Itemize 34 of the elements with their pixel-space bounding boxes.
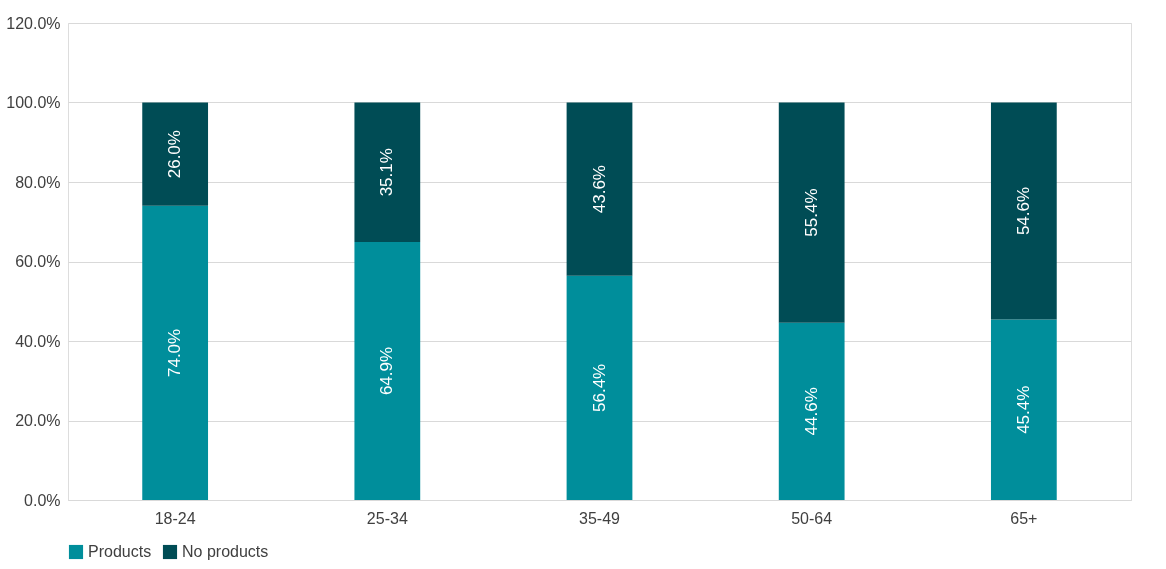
data-label: 74.0% xyxy=(165,328,185,378)
data-label: 43.6% xyxy=(589,165,609,214)
x-tick-label: 25-34 xyxy=(366,509,408,527)
legend-label: No products xyxy=(182,543,269,560)
data-label: 45.4% xyxy=(1013,385,1033,434)
y-tick-label: 20.0% xyxy=(15,412,61,429)
x-tick-label: 35-49 xyxy=(579,509,621,527)
bar xyxy=(142,102,209,206)
bar xyxy=(566,102,633,276)
data-label: 54.6% xyxy=(1013,186,1033,236)
bar xyxy=(990,102,1057,320)
data-label: 55.4% xyxy=(801,188,821,237)
data-label: 56.4% xyxy=(589,363,609,413)
legend-label: Products xyxy=(88,543,152,560)
y-tick-label: 80.0% xyxy=(15,173,61,191)
bar xyxy=(566,275,633,500)
bar xyxy=(778,322,845,500)
bar xyxy=(142,205,209,500)
y-tick-label: 0.0% xyxy=(24,491,61,509)
data-label: 26.0% xyxy=(165,130,185,179)
bar xyxy=(354,242,421,500)
bar xyxy=(778,102,845,323)
data-label: 35.1% xyxy=(377,148,397,197)
y-tick-label: 40.0% xyxy=(15,332,61,350)
y-tick-label: 100.0% xyxy=(6,94,61,111)
y-tick-label: 60.0% xyxy=(15,253,61,270)
bar xyxy=(354,102,421,243)
data-label: 44.6% xyxy=(801,387,821,436)
x-tick-label: 50-64 xyxy=(791,509,833,527)
x-tick-label: 18-24 xyxy=(154,509,196,527)
bar xyxy=(990,319,1057,500)
y-tick-label: 120.0% xyxy=(6,14,61,32)
x-tick-label: 65+ xyxy=(1010,509,1038,527)
data-label: 64.9% xyxy=(377,346,397,396)
